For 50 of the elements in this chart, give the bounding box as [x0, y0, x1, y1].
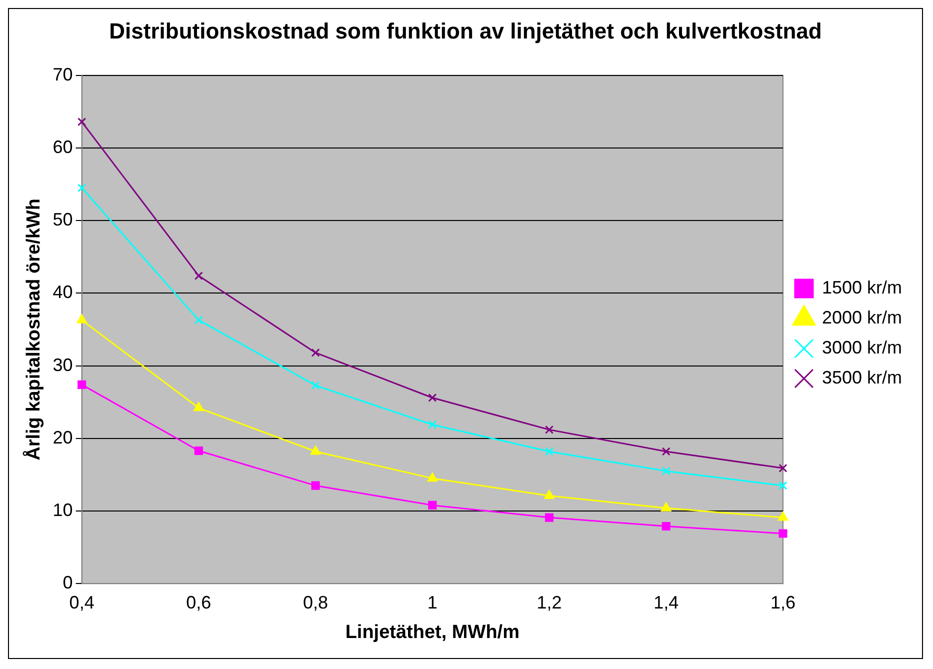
legend-label: 1500 kr/m [822, 277, 902, 298]
point [78, 118, 86, 126]
legend-label: 3000 kr/m [822, 337, 902, 358]
point [311, 348, 320, 358]
point [428, 500, 437, 510]
x-tick-label: 1 [427, 592, 438, 612]
point [194, 402, 204, 412]
point [310, 446, 321, 455]
y-tick-label: 60 [52, 136, 73, 157]
point [544, 447, 554, 456]
y-tick-label: 20 [52, 427, 73, 448]
y-tick-label: 40 [52, 282, 73, 302]
x-axis-title: Linjetäthet, MWh/m [345, 622, 520, 643]
point [544, 490, 554, 500]
point [311, 481, 320, 490]
point [778, 512, 788, 521]
y-tick-label: 0 [62, 572, 73, 593]
point [311, 381, 320, 390]
x-tick-label: 0,6 [186, 592, 212, 612]
legend-label: 3500 kr/m [822, 367, 902, 388]
legend-label: 2000 kr/m [822, 307, 902, 328]
point [778, 464, 788, 472]
point [194, 446, 203, 456]
point [78, 184, 86, 192]
x-tick-label: 1,4 [654, 592, 679, 612]
y-tick-label: 70 [52, 64, 73, 84]
point [544, 425, 554, 434]
chart-title: Distributionskostnad som funktion av linjetäthet och kulvertkostnad [109, 18, 822, 44]
point [78, 380, 86, 389]
y-tick-label: 10 [52, 500, 73, 520]
point [194, 271, 203, 280]
x-tick-label: 1,2 [536, 592, 562, 612]
y-tick-label: 30 [52, 354, 73, 375]
point [544, 513, 554, 522]
point [427, 472, 438, 482]
point [662, 447, 670, 456]
point [428, 393, 437, 402]
y-tick-label: 50 [52, 210, 73, 230]
point [778, 529, 788, 538]
point [778, 481, 788, 490]
point [662, 522, 670, 531]
point [428, 420, 437, 429]
point [76, 314, 87, 324]
y-axis-title: Årlig kapitalkostnad öre/kWh [22, 198, 45, 460]
x-tick-label: 1,6 [770, 592, 796, 612]
x-tick-label: 0,4 [69, 592, 94, 612]
point [194, 316, 203, 324]
point [662, 466, 670, 476]
x-tick-label: 0,8 [303, 592, 328, 612]
point [661, 502, 672, 512]
